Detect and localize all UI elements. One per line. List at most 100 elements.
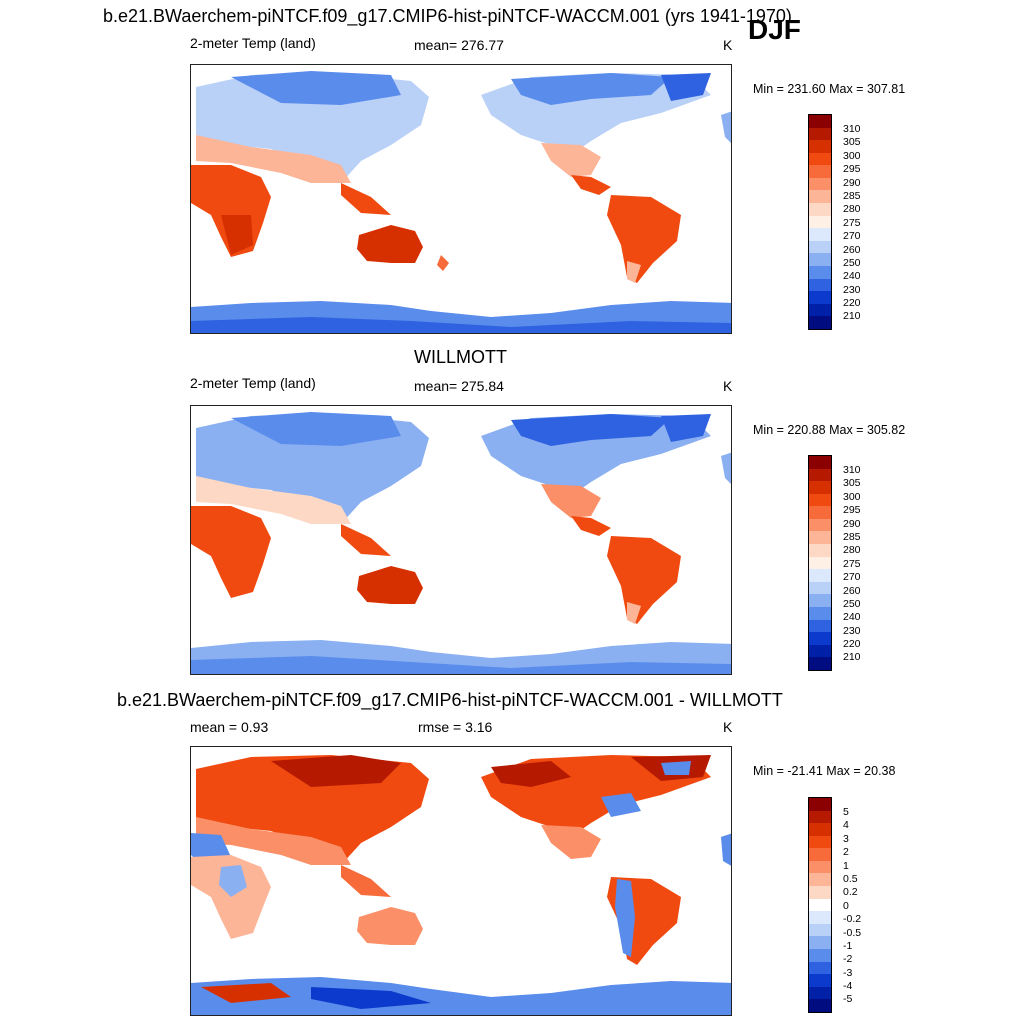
colorbar-swatch xyxy=(809,898,831,912)
panel1-variable-label: 2-meter Temp (land) xyxy=(190,35,316,51)
colorbar-swatch xyxy=(809,481,831,494)
panel2-units-label: K xyxy=(723,378,733,394)
colorbar-swatch xyxy=(809,657,831,670)
panel1-colorbar-labels: 310 305 300 295 290 285 280 275 270 260 250 240 230 2… xyxy=(843,123,861,324)
colorbar-swatch xyxy=(809,291,831,304)
colorbar-tick-label: 300 xyxy=(843,149,861,162)
colorbar-swatch xyxy=(809,644,831,658)
colorbar-swatch xyxy=(809,240,831,254)
colorbar-swatch xyxy=(809,961,831,975)
panel1-title: b.e21.BWaerchem-piNTCF.f09_g17.CMIP6-his… xyxy=(103,6,792,26)
colorbar-swatch xyxy=(809,810,831,824)
colorbar-tick-label: 305 xyxy=(843,477,861,490)
panel3-units-label: K xyxy=(723,719,733,735)
colorbar-swatch xyxy=(809,886,831,899)
colorbar-tick-label: 295 xyxy=(843,504,861,517)
colorbar-swatch xyxy=(809,848,831,861)
colorbar-tick-label: 285 xyxy=(843,530,861,543)
colorbar-swatch xyxy=(809,456,831,469)
colorbar-tick-label: 240 xyxy=(843,611,861,624)
colorbar-tick-label: 250 xyxy=(843,256,861,269)
colorbar-swatch xyxy=(809,999,831,1012)
colorbar-swatch xyxy=(809,203,831,216)
colorbar-swatch xyxy=(809,798,831,811)
colorbar-swatch xyxy=(809,316,831,329)
colorbar-tick-label: 240 xyxy=(843,270,861,283)
colorbar-tick-label: 290 xyxy=(843,517,861,530)
colorbar-swatch xyxy=(809,303,831,317)
colorbar-swatch xyxy=(809,581,831,595)
colorbar-swatch xyxy=(809,228,831,241)
colorbar-tick-label: -3 xyxy=(843,966,853,979)
colorbar-swatch xyxy=(809,860,831,874)
colorbar-swatch xyxy=(809,923,831,937)
panel3-rmse-label: rmse = 3.16 xyxy=(418,719,493,735)
colorbar-tick-label: 305 xyxy=(843,136,861,149)
panel2-map xyxy=(190,405,732,675)
colorbar-tick-label: 280 xyxy=(843,203,861,216)
colorbar-tick-label: 220 xyxy=(843,638,861,651)
colorbar-swatch xyxy=(809,215,831,229)
colorbar-swatch xyxy=(809,619,831,633)
panel3-map-drawing xyxy=(191,755,731,1015)
colorbar-swatch xyxy=(809,544,831,557)
colorbar-tick-label: 280 xyxy=(843,544,861,557)
colorbar-tick-label: 270 xyxy=(843,571,861,584)
colorbar-tick-label: 260 xyxy=(843,584,861,597)
panel2-mean-label: mean= 275.84 xyxy=(414,378,504,394)
colorbar-swatch xyxy=(809,835,831,849)
colorbar-swatch xyxy=(809,986,831,1000)
panel3-mean-label: mean = 0.93 xyxy=(190,719,269,735)
panel3-colorbar xyxy=(808,797,832,1013)
colorbar-tick-label: 295 xyxy=(843,163,861,176)
panel3-minmax: Min = -21.41 Max = 20.38 xyxy=(753,764,896,778)
panel2-title: WILLMOTT xyxy=(414,347,507,367)
panel3-colorbar-labels: 5 4 3 2 1 0.5 0.2 0 -0.2 -0.5 -1 -2 -3 -4 -5 xyxy=(843,806,861,1007)
colorbar-swatch xyxy=(809,936,831,949)
colorbar-tick-label: 0.5 xyxy=(843,872,858,885)
colorbar-swatch xyxy=(809,569,831,582)
colorbar-tick-label: 250 xyxy=(843,597,861,610)
colorbar-tick-label: 310 xyxy=(843,464,861,476)
colorbar-tick-label: 275 xyxy=(843,557,861,570)
colorbar-tick-label: 5 xyxy=(843,806,849,818)
colorbar-swatch xyxy=(809,177,831,191)
colorbar-swatch xyxy=(809,506,831,519)
colorbar-swatch xyxy=(809,115,831,128)
panel1-colorbar xyxy=(808,114,832,330)
colorbar-tick-label: 0.2 xyxy=(843,886,858,899)
colorbar-tick-label: 260 xyxy=(843,243,861,256)
colorbar-swatch xyxy=(809,974,831,987)
panel2-colorbar xyxy=(808,455,832,671)
panel2-minmax: Min = 220.88 Max = 305.82 xyxy=(753,423,906,437)
panel1-minmax: Min = 231.60 Max = 307.81 xyxy=(753,82,906,96)
colorbar-swatch xyxy=(809,265,831,279)
panel1-mean-label: mean= 276.77 xyxy=(414,37,504,53)
colorbar-tick-label: 2 xyxy=(843,846,849,859)
colorbar-tick-label: 3 xyxy=(843,832,849,845)
panel3-title: b.e21.BWaerchem-piNTCF.f09_g17.CMIP6-his… xyxy=(117,690,783,710)
panel2-map-drawing xyxy=(191,412,731,674)
colorbar-tick-label: 310 xyxy=(843,123,861,135)
colorbar-tick-label: 210 xyxy=(843,651,861,664)
colorbar-tick-label: -2 xyxy=(843,953,853,966)
colorbar-swatch xyxy=(809,253,831,266)
colorbar-tick-label: 275 xyxy=(843,216,861,229)
colorbar-swatch xyxy=(809,594,831,607)
colorbar-tick-label: 230 xyxy=(843,283,861,296)
colorbar-swatch xyxy=(809,632,831,645)
colorbar-swatch xyxy=(809,911,831,924)
colorbar-swatch xyxy=(809,493,831,507)
colorbar-swatch xyxy=(809,531,831,545)
colorbar-swatch xyxy=(809,140,831,153)
colorbar-tick-label: 285 xyxy=(843,189,861,202)
colorbar-swatch xyxy=(809,518,831,532)
colorbar-tick-label: -4 xyxy=(843,980,853,993)
colorbar-swatch xyxy=(809,948,831,962)
colorbar-tick-label: 230 xyxy=(843,624,861,637)
colorbar-swatch xyxy=(809,823,831,836)
colorbar-swatch xyxy=(809,606,831,620)
colorbar-swatch xyxy=(809,468,831,482)
colorbar-swatch xyxy=(809,165,831,178)
colorbar-swatch xyxy=(809,190,831,204)
